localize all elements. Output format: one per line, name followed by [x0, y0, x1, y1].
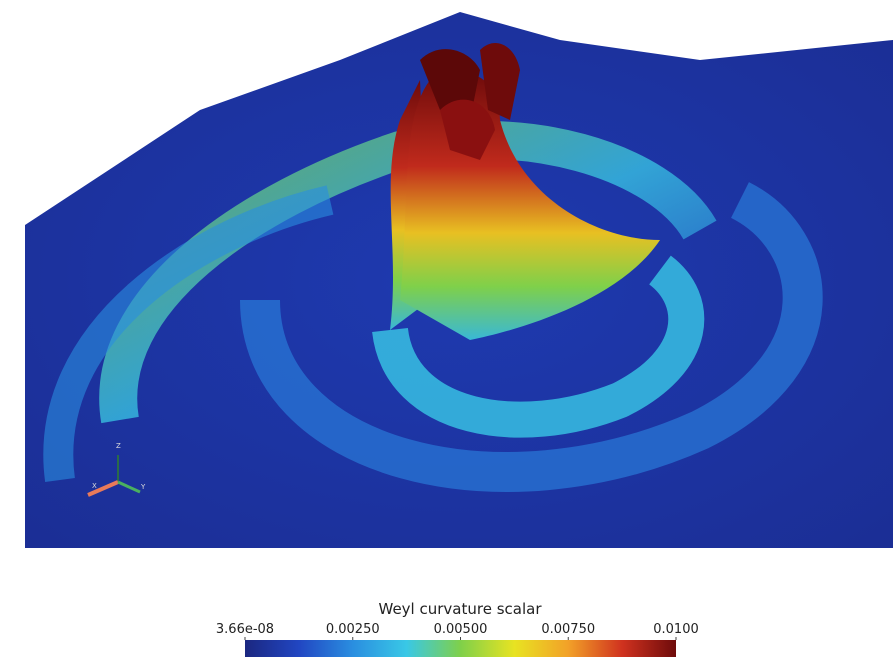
colorbar: 3.66e-08 0.00250 0.00500 0.00750 0.0100 — [216, 622, 699, 657]
colorbar-bar — [245, 640, 676, 657]
tick-label: 0.00250 — [326, 622, 380, 637]
tick-label: 0.00750 — [541, 622, 595, 637]
tick-label: 0.00500 — [434, 622, 488, 637]
surface-render — [25, 12, 893, 548]
axis-label: Y — [140, 483, 146, 491]
axis-label: X — [92, 482, 97, 490]
tick-label: 3.66e-08 — [216, 622, 274, 637]
screenshot: Z X Y Weyl curvature scalar 3.66e-08 0.00… — [0, 0, 893, 658]
axis-label: Z — [116, 442, 121, 450]
tick-label: 0.0100 — [653, 622, 699, 637]
colorbar-title: Weyl curvature scalar — [379, 600, 543, 618]
